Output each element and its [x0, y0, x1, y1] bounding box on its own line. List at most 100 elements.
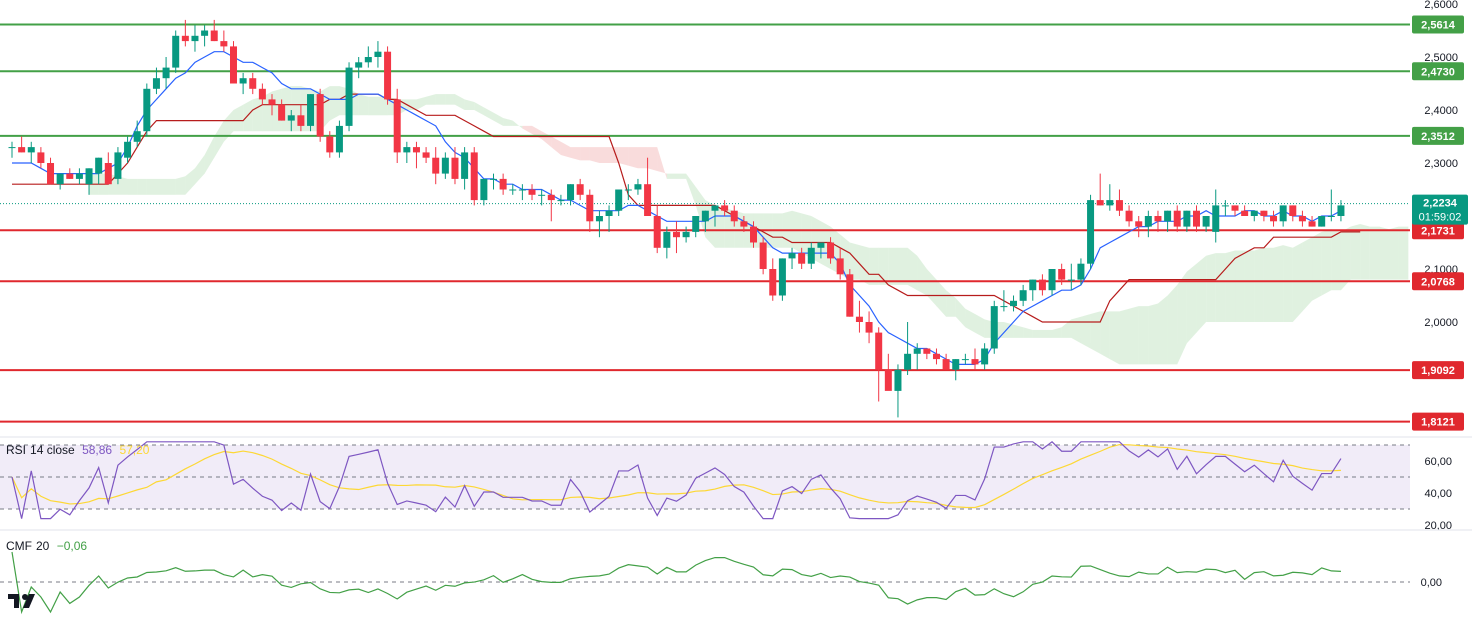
candle-body — [374, 51, 382, 57]
cloud-segment — [156, 178, 167, 195]
candle-body — [605, 210, 613, 216]
cloud-segment — [1398, 226, 1409, 280]
candle-body — [249, 78, 257, 89]
candle-body — [981, 348, 989, 365]
candle-body — [412, 147, 420, 153]
cloud-segment — [175, 176, 186, 195]
level-tag-label: 2,1731 — [1421, 225, 1455, 237]
rsi-legend[interactable]: RSI 14 close 58,86 57,20 — [6, 443, 153, 457]
candle-body — [740, 221, 748, 227]
candle-body — [201, 30, 209, 36]
cloud-segment — [888, 247, 898, 285]
cloud-segment — [464, 99, 475, 110]
cmf-legend[interactable]: CMF 20 −0,06 — [6, 539, 91, 553]
candle-body — [1029, 279, 1037, 291]
rsi-ma-value: 57,20 — [119, 443, 150, 457]
candle-body — [191, 35, 199, 42]
candle-body — [403, 147, 411, 153]
cmf-name: CMF — [6, 539, 32, 553]
level-tag — [1412, 15, 1464, 34]
level-tag — [1412, 126, 1464, 145]
candle-body — [653, 216, 661, 248]
candle-body — [1135, 221, 1143, 227]
cloud-segment — [1157, 295, 1168, 365]
cloud-segment — [1042, 329, 1053, 338]
candle-body — [1096, 200, 1104, 206]
candle-body — [124, 141, 132, 158]
candle-body — [220, 41, 228, 47]
candle-body — [798, 253, 806, 264]
cloud-segment — [1340, 226, 1351, 291]
candle-body — [1279, 205, 1287, 222]
cloud-segment — [1312, 231, 1322, 301]
candle-body — [904, 353, 912, 370]
cloud-segment — [1244, 250, 1255, 322]
cloud-segment — [166, 178, 176, 195]
candle-body — [1250, 210, 1258, 216]
cloud-segment — [560, 141, 571, 158]
candle-body — [393, 99, 401, 153]
ichimoku-cloud — [89, 86, 1409, 365]
candle-body — [721, 205, 729, 211]
candle-body — [875, 332, 883, 370]
level-tag — [1412, 272, 1464, 291]
candle-body — [923, 348, 931, 354]
cloud-segment — [570, 147, 581, 161]
price-tick-label: 2,3000 — [1424, 158, 1458, 170]
level-tag-label: 2,0768 — [1421, 276, 1455, 288]
cloud-segment — [1052, 327, 1062, 338]
candle-body — [942, 359, 950, 370]
cloud-segment — [936, 279, 947, 317]
candle-body — [18, 147, 26, 153]
candle-body — [66, 173, 74, 179]
cloud-segment — [1379, 226, 1390, 280]
cloud-segment — [589, 147, 600, 163]
cloud-segment — [1080, 314, 1091, 349]
cloud-segment — [368, 96, 378, 116]
cloud-segment — [512, 120, 523, 129]
candle-body — [644, 184, 652, 216]
candle-body — [624, 189, 632, 191]
candle-body — [1000, 306, 1008, 308]
candle-body — [1144, 216, 1152, 227]
candle-body — [1048, 269, 1056, 291]
candle-body — [1327, 216, 1335, 217]
candle-body — [307, 94, 315, 126]
candle-body — [143, 88, 151, 132]
candle-body — [499, 178, 507, 190]
cloud-segment — [955, 298, 966, 328]
candle-body — [162, 67, 170, 79]
candle-body — [1192, 210, 1200, 227]
cmf-params: 20 — [36, 539, 50, 553]
candle-body — [865, 322, 873, 333]
cloud-segment — [1148, 303, 1158, 365]
cloud-segment — [541, 131, 552, 148]
cloud-segment — [117, 176, 128, 195]
cloud-segment — [416, 96, 427, 110]
rsi-tick-label: 20,00 — [1424, 520, 1452, 532]
tradingview-logo-icon[interactable] — [8, 592, 42, 610]
rsi-ma-line — [11, 443, 1341, 509]
cloud-segment — [1023, 327, 1033, 338]
level-tag-label: 1,8121 — [1421, 417, 1455, 429]
cloud-segment — [503, 117, 513, 126]
candle-body — [422, 152, 430, 158]
candle-body — [480, 178, 488, 201]
candle-body — [1115, 200, 1123, 211]
candle-body — [663, 231, 671, 248]
candle-body — [1125, 210, 1133, 222]
candle-body — [576, 184, 584, 195]
level-tag — [1412, 412, 1464, 431]
cloud-segment — [869, 247, 879, 285]
cloud-segment — [329, 86, 340, 121]
cloud-segment — [792, 210, 802, 254]
candle-body — [335, 125, 343, 153]
candle-body — [1077, 263, 1085, 280]
candle-body — [297, 115, 305, 126]
candle-body — [470, 152, 478, 201]
cloud-segment — [1283, 245, 1293, 322]
candle-body — [961, 359, 969, 361]
candle-body — [855, 316, 863, 322]
candle-body — [615, 189, 623, 211]
